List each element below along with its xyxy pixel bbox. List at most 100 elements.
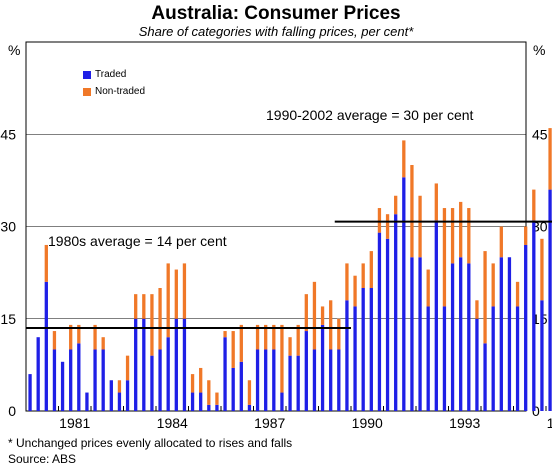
bar-non-traded	[475, 300, 479, 319]
bar-non-traded	[134, 294, 138, 319]
bar-traded	[199, 392, 203, 411]
bar-non-traded	[385, 214, 390, 239]
bar-traded	[36, 337, 40, 411]
bar-non-traded	[361, 263, 365, 288]
bar-traded	[150, 355, 154, 411]
y-tick-label-left: 45	[0, 126, 16, 142]
bar-traded	[312, 349, 317, 411]
y-tick-label-left: 15	[0, 311, 16, 327]
bar-traded	[101, 349, 105, 411]
bar-traded	[166, 337, 170, 411]
bar-traded	[182, 318, 187, 411]
bar-traded	[369, 288, 373, 411]
bar-non-traded	[247, 380, 252, 405]
bar-traded	[467, 263, 471, 411]
bar-traded	[158, 349, 162, 411]
source-note: Source: ABS	[8, 452, 77, 466]
bar-traded	[288, 355, 292, 411]
x-tick-label: 1990	[352, 415, 383, 431]
y-tick-label-left: 0	[8, 403, 16, 419]
bar-non-traded	[402, 140, 406, 178]
bar-non-traded	[44, 244, 48, 282]
bar-non-traded	[93, 324, 97, 350]
bar-non-traded	[410, 165, 414, 258]
bar-traded	[215, 404, 219, 411]
bar-non-traded	[442, 208, 447, 307]
bar-non-traded	[499, 226, 503, 258]
bar-non-traded	[320, 306, 325, 325]
y-tick-label-left: 30	[0, 219, 16, 235]
annotation-1980s-average: 1980s average = 14 per cent	[48, 233, 227, 249]
bar-traded	[524, 244, 528, 411]
bar-traded	[532, 220, 536, 411]
bar-traded	[77, 343, 81, 411]
x-tick-label: 1993	[449, 415, 480, 431]
annotation-1990-2002-average: 1990-2002 average = 30 per cent	[266, 107, 474, 123]
bar-non-traded	[540, 238, 544, 301]
bar-non-traded	[337, 318, 341, 350]
bar-traded	[255, 349, 260, 411]
bar-traded	[450, 263, 455, 411]
bar-non-traded	[450, 208, 455, 264]
bar-traded	[207, 404, 211, 411]
bar-non-traded	[125, 355, 130, 381]
bar-non-traded	[142, 294, 146, 319]
bar-non-traded	[255, 324, 260, 350]
bar-non-traded	[394, 195, 398, 215]
bar-non-traded	[353, 275, 357, 307]
bar-non-traded	[239, 324, 243, 362]
bar-traded	[174, 318, 178, 411]
x-tick-label: 1984	[157, 415, 188, 431]
bar-traded	[337, 349, 341, 411]
bar-non-traded	[158, 288, 162, 350]
bar-traded	[410, 257, 414, 411]
y-tick-label-right: 45	[532, 126, 548, 142]
bar-non-traded	[272, 324, 276, 350]
bar-non-traded	[231, 331, 235, 368]
y-tick-label-right: 15	[532, 311, 548, 327]
bar-traded	[190, 392, 195, 411]
bar-traded	[402, 177, 406, 411]
bar-traded	[491, 306, 495, 411]
bar-traded	[515, 306, 520, 411]
bar-non-traded	[190, 374, 195, 393]
bar-non-traded	[174, 269, 178, 319]
bar-non-traded	[467, 208, 471, 264]
bar-non-traded	[369, 251, 373, 288]
bar-non-traded	[524, 226, 528, 245]
bar-traded	[442, 306, 447, 411]
bar-traded	[418, 257, 422, 411]
bar-traded	[93, 349, 97, 411]
bar-non-traded	[166, 263, 170, 338]
bar-traded	[434, 220, 438, 411]
bar-traded	[475, 318, 479, 411]
bar-non-traded	[207, 380, 211, 405]
bar-non-traded	[548, 128, 552, 190]
bar-traded	[60, 361, 65, 411]
bar-non-traded	[77, 324, 81, 344]
bar-traded	[134, 318, 138, 411]
bar-traded	[548, 189, 552, 411]
bar-traded	[385, 238, 390, 411]
y-tick-label-right: 0	[532, 403, 540, 419]
bar-traded	[329, 349, 333, 411]
bar-traded	[44, 281, 48, 411]
bar-non-traded	[288, 337, 292, 356]
bar-non-traded	[150, 294, 154, 356]
bar-non-traded	[182, 263, 187, 319]
bar-traded	[320, 324, 325, 411]
footnote: * Unchanged prices evenly allocated to r…	[8, 436, 293, 450]
bar-non-traded	[199, 367, 203, 393]
bar-traded	[296, 355, 300, 411]
x-tick-label: 1981	[59, 415, 90, 431]
bar-non-traded	[223, 331, 227, 338]
legend-swatch-traded	[83, 71, 91, 79]
bar-non-traded	[215, 392, 219, 405]
bar-traded	[247, 404, 252, 411]
bar-non-traded	[329, 300, 333, 350]
bar-traded	[125, 380, 130, 411]
legend-label-traded: Traded	[95, 69, 127, 80]
bar-traded	[304, 331, 308, 411]
bar-traded	[459, 257, 463, 411]
